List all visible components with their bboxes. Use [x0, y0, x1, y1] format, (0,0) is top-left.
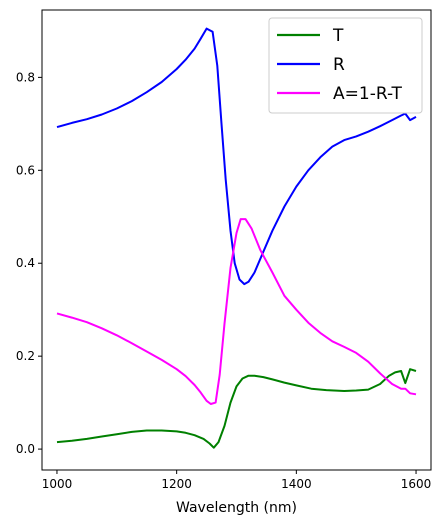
- y-tick-label: 0.0: [16, 442, 35, 456]
- series-line-0: [56, 368, 417, 449]
- y-tick-label: 0.8: [16, 70, 35, 84]
- y-tick-label: 0.4: [16, 256, 35, 270]
- legend-label: T: [332, 26, 344, 46]
- x-tick-label: 1600: [401, 477, 432, 491]
- x-tick-label: 1200: [161, 477, 192, 491]
- series-line-1: [56, 27, 417, 286]
- series-lines: [56, 27, 417, 449]
- x-axis-label: Wavelength (nm): [176, 500, 297, 516]
- legend-label: R: [333, 55, 345, 75]
- series-line-2: [56, 218, 417, 405]
- legend-label: A=1-R-T: [333, 84, 403, 104]
- y-axis: 0.0 0.2 0.4 0.6 0.8: [16, 70, 42, 456]
- plot-frame: [41, 9, 432, 471]
- y-tick-label: 0.2: [16, 349, 35, 363]
- x-axis: 1000 1200 1400 1600: [42, 470, 432, 491]
- x-tick-label: 1400: [281, 477, 312, 491]
- y-tick-label: 0.6: [16, 163, 35, 177]
- legend: TR A=1-R-T: [268, 17, 423, 114]
- legend-box: [268, 17, 423, 114]
- x-tick-label: 1000: [42, 477, 73, 491]
